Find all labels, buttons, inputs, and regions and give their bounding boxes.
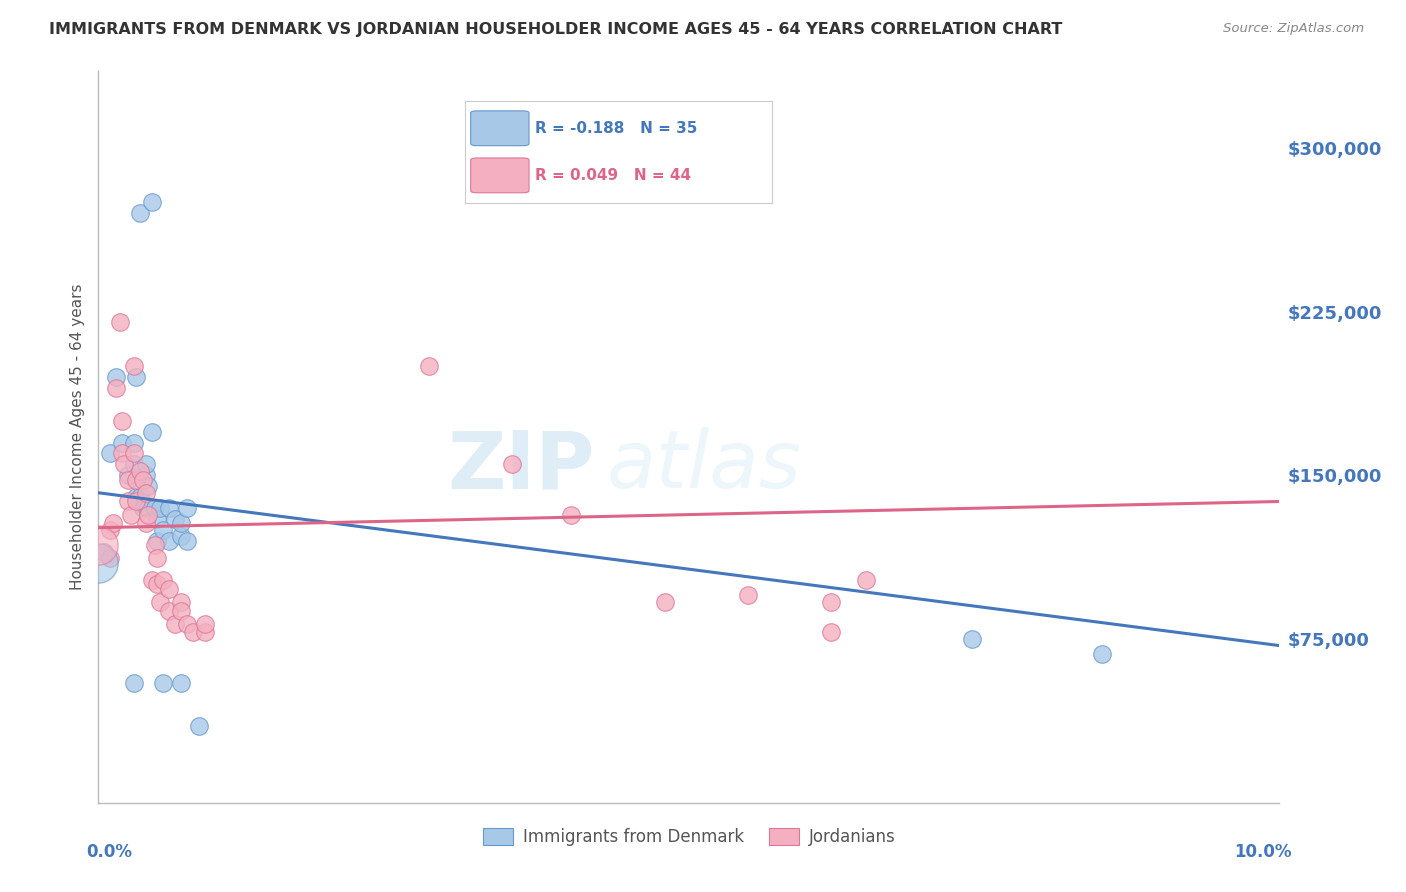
Point <box>98 551 121 566</box>
Point <box>108 315 131 329</box>
Point <box>105 381 128 395</box>
Point <box>165 512 187 526</box>
Point <box>962 632 984 646</box>
Point <box>122 675 145 690</box>
Point <box>181 625 204 640</box>
Point <box>737 588 759 602</box>
Point <box>149 501 172 516</box>
Point <box>132 473 155 487</box>
Point <box>146 577 169 591</box>
Point <box>418 359 440 373</box>
Point <box>170 529 193 543</box>
Point <box>122 458 145 472</box>
Point <box>855 573 877 587</box>
Point <box>157 501 180 516</box>
Point <box>176 501 198 516</box>
Point <box>176 616 198 631</box>
Point <box>194 616 217 631</box>
Point <box>121 508 143 522</box>
Point <box>149 595 172 609</box>
Point <box>152 675 174 690</box>
Point <box>87 538 110 552</box>
Point <box>141 425 163 439</box>
Point <box>194 625 217 640</box>
Point <box>820 625 842 640</box>
Text: 10.0%: 10.0% <box>1234 843 1291 861</box>
Point <box>157 604 180 618</box>
Point <box>1091 648 1114 662</box>
Y-axis label: Householder Income Ages 45 - 64 years: Householder Income Ages 45 - 64 years <box>69 284 84 591</box>
Point <box>560 508 582 522</box>
Point <box>105 370 128 384</box>
Point <box>170 595 193 609</box>
Point <box>136 508 159 522</box>
Point <box>143 538 166 552</box>
Text: ZIP: ZIP <box>447 427 595 506</box>
Point <box>141 195 163 210</box>
Point <box>98 446 121 460</box>
Point <box>176 533 198 548</box>
Point <box>122 435 145 450</box>
Point <box>135 458 157 472</box>
Point <box>146 512 169 526</box>
Point <box>117 494 139 508</box>
Point <box>165 616 187 631</box>
Point <box>122 446 145 460</box>
Point <box>141 573 163 587</box>
Point <box>820 595 842 609</box>
Text: IMMIGRANTS FROM DENMARK VS JORDANIAN HOUSEHOLDER INCOME AGES 45 - 64 YEARS CORRE: IMMIGRANTS FROM DENMARK VS JORDANIAN HOU… <box>49 22 1063 37</box>
Point <box>98 523 121 537</box>
Point <box>111 414 134 428</box>
Point <box>157 582 180 596</box>
Point <box>111 435 134 450</box>
Point <box>135 468 157 483</box>
Text: 0.0%: 0.0% <box>87 843 132 861</box>
Point <box>136 501 159 516</box>
Point <box>170 604 193 618</box>
Text: Source: ZipAtlas.com: Source: ZipAtlas.com <box>1223 22 1364 36</box>
Text: atlas: atlas <box>606 427 801 506</box>
Point <box>128 206 150 220</box>
Point <box>125 494 148 508</box>
Point <box>111 446 134 460</box>
Point <box>101 516 124 531</box>
Point <box>128 464 150 478</box>
Point <box>122 359 145 373</box>
Point <box>93 545 115 559</box>
Point <box>152 573 174 587</box>
Point <box>501 458 523 472</box>
Point <box>125 473 148 487</box>
Point <box>146 533 169 548</box>
Point <box>128 490 150 504</box>
Point <box>146 551 169 566</box>
Point <box>143 501 166 516</box>
Point <box>170 675 193 690</box>
Point <box>135 516 157 531</box>
Point <box>152 523 174 537</box>
Point <box>112 458 135 472</box>
Point <box>132 501 155 516</box>
Point <box>654 595 676 609</box>
Point <box>170 516 193 531</box>
Point <box>117 473 139 487</box>
Legend: Immigrants from Denmark, Jordanians: Immigrants from Denmark, Jordanians <box>475 822 903 853</box>
Point <box>187 719 209 733</box>
Point <box>136 479 159 493</box>
Point <box>117 468 139 483</box>
Point <box>135 485 157 500</box>
Point <box>87 556 110 570</box>
Point <box>125 490 148 504</box>
Point <box>157 533 180 548</box>
Point <box>125 370 148 384</box>
